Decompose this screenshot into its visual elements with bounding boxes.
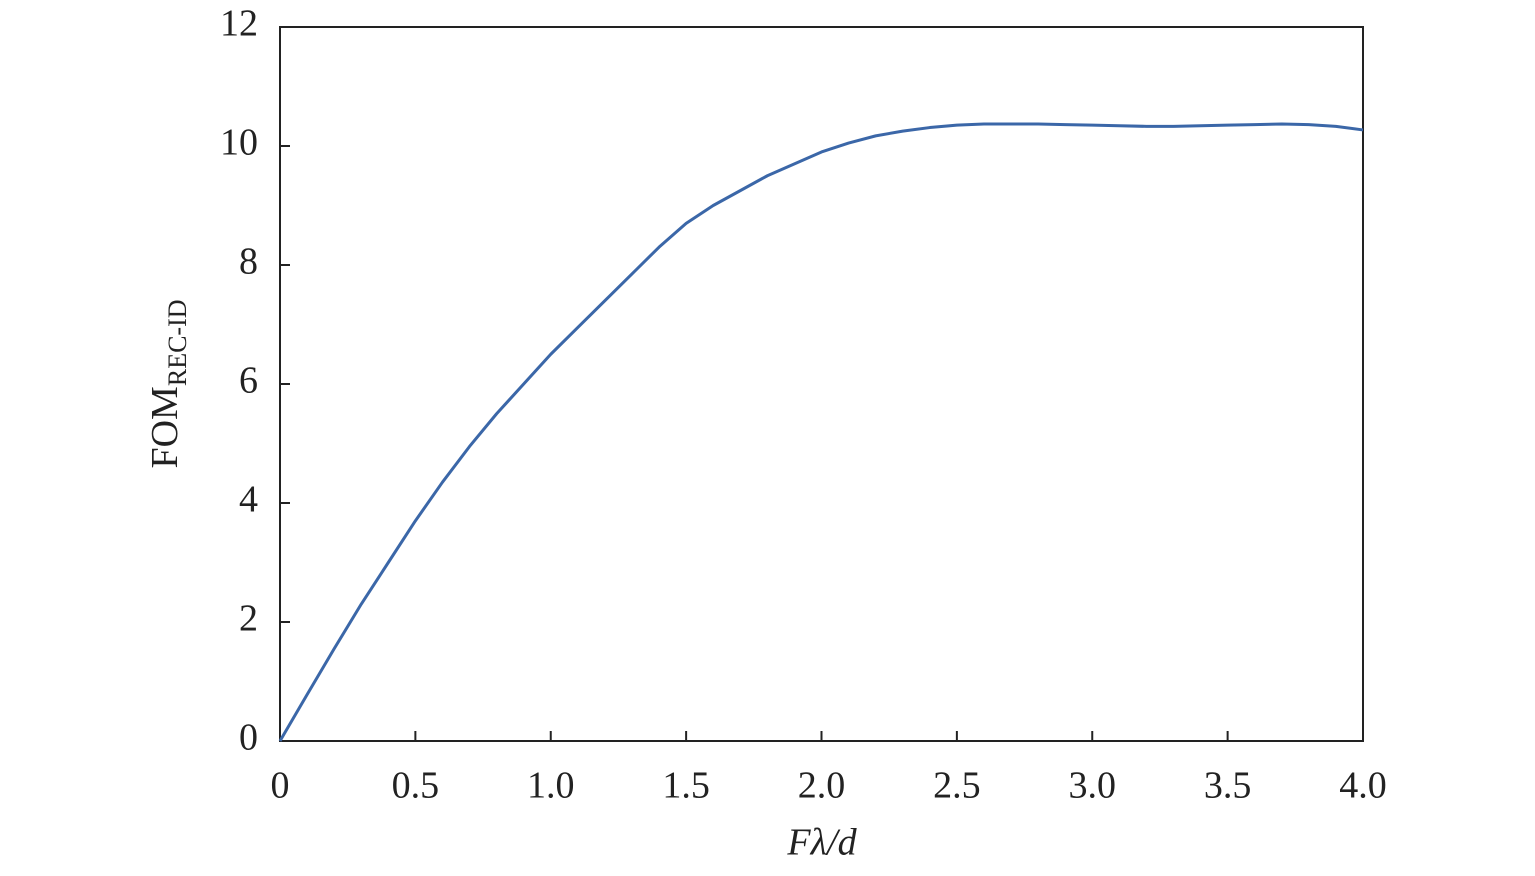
y-tick-label: 2: [239, 598, 258, 640]
y-tick-label: 8: [239, 241, 258, 283]
y-tick-label: 10: [220, 122, 258, 164]
data-line: [278, 122, 1364, 742]
x-tick-label: 4.0: [1339, 765, 1387, 807]
x-tick-label: 3.5: [1204, 765, 1252, 807]
y-tick-label: 0: [239, 717, 258, 759]
plot-frame: [279, 26, 1364, 742]
x-tick-label: 0: [271, 765, 290, 807]
x-tick-label: 1.5: [662, 765, 710, 807]
x-tick-label: 2.5: [933, 765, 981, 807]
y-tick-label: 6: [239, 360, 258, 402]
x-axis-label: Fλ/d: [786, 822, 857, 864]
x-tick-label: 0.5: [392, 765, 440, 807]
y-axis-label-sub: REC-ID: [163, 299, 192, 386]
y-tick-label: 4: [239, 479, 258, 521]
x-tick-label: 1.0: [527, 765, 575, 807]
y-tick-label: 12: [220, 3, 258, 45]
x-tick-label: 2.0: [798, 765, 846, 807]
y-axis-label-main: FOM: [144, 386, 186, 468]
x-tick-label: 3.0: [1069, 765, 1117, 807]
y-axis-label: FOMREC-ID: [144, 299, 192, 468]
